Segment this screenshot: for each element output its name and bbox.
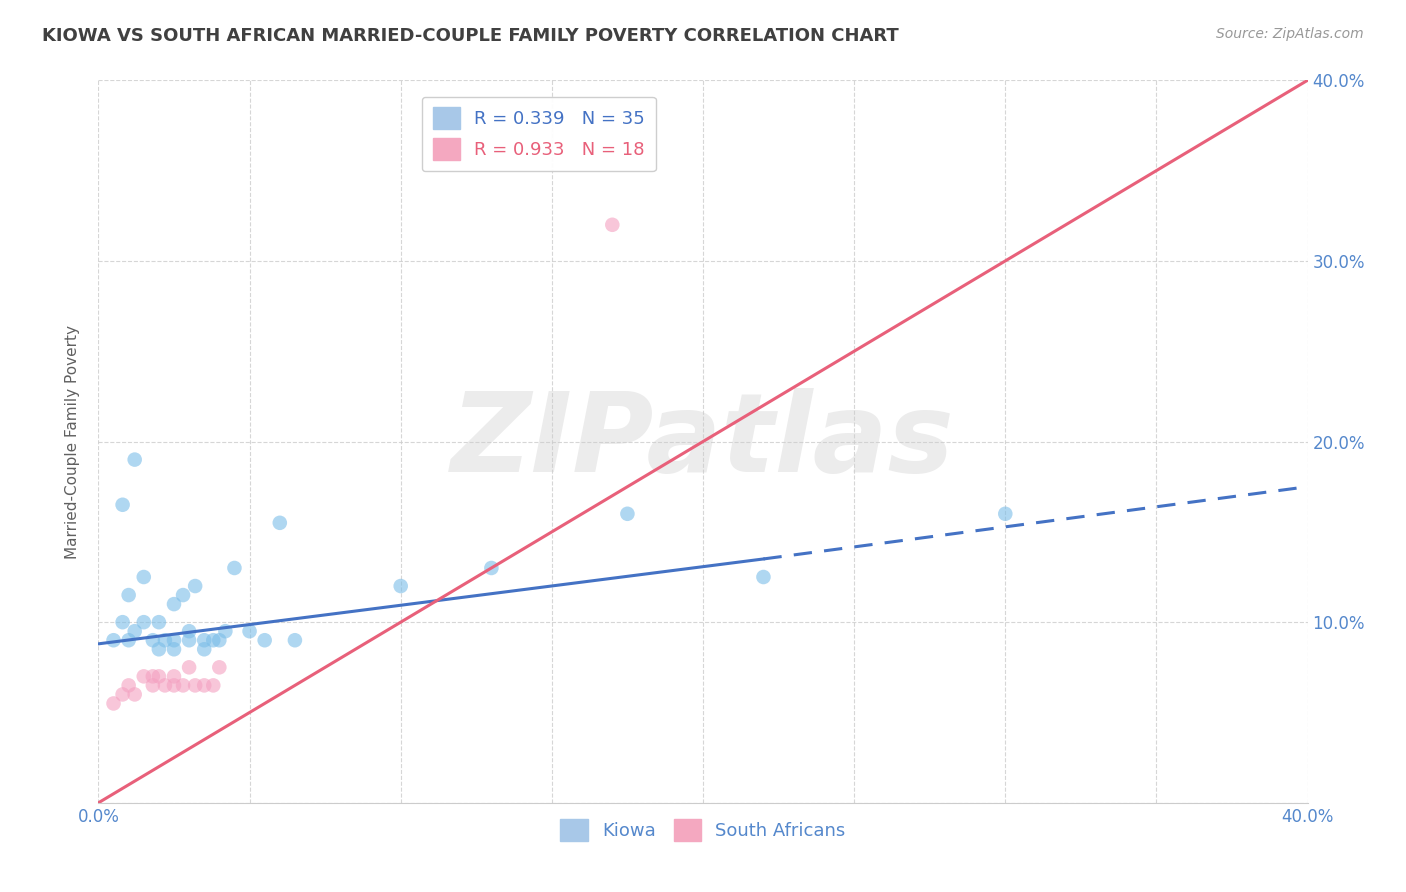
Point: [153, 633, 176, 648]
Point: [124, 624, 146, 639]
Point: [184, 678, 207, 692]
Point: [172, 678, 194, 692]
Point: [163, 597, 186, 611]
Point: [208, 660, 231, 674]
Point: [172, 588, 194, 602]
Point: [132, 570, 155, 584]
Point: [148, 615, 170, 630]
Point: [224, 561, 246, 575]
Point: [994, 507, 1017, 521]
Point: [481, 561, 503, 575]
Point: [163, 669, 186, 683]
Point: [132, 669, 155, 683]
Point: [163, 642, 186, 657]
Point: [752, 570, 775, 584]
Point: [124, 687, 146, 701]
Legend: Kiowa, South Africans: Kiowa, South Africans: [553, 812, 853, 848]
Point: [602, 218, 624, 232]
Y-axis label: Married-Couple Family Poverty: Married-Couple Family Poverty: [65, 325, 80, 558]
Point: [142, 678, 165, 692]
Point: [132, 615, 155, 630]
Point: [179, 633, 201, 648]
Text: ZIPatlas: ZIPatlas: [451, 388, 955, 495]
Point: [103, 633, 125, 648]
Point: [239, 624, 262, 639]
Point: [142, 669, 165, 683]
Point: [214, 624, 236, 639]
Point: [118, 633, 141, 648]
Point: [163, 633, 186, 648]
Point: [111, 498, 134, 512]
Point: [616, 507, 638, 521]
Point: [118, 588, 141, 602]
Point: [284, 633, 307, 648]
Point: [103, 697, 125, 711]
Point: [111, 615, 134, 630]
Point: [111, 687, 134, 701]
Point: [179, 660, 201, 674]
Point: [202, 678, 225, 692]
Point: [124, 452, 146, 467]
Text: KIOWA VS SOUTH AFRICAN MARRIED-COUPLE FAMILY POVERTY CORRELATION CHART: KIOWA VS SOUTH AFRICAN MARRIED-COUPLE FA…: [42, 27, 898, 45]
Point: [193, 678, 215, 692]
Point: [202, 633, 225, 648]
Point: [142, 633, 165, 648]
Point: [193, 642, 215, 657]
Point: [184, 579, 207, 593]
Point: [208, 633, 231, 648]
Point: [148, 669, 170, 683]
Point: [269, 516, 291, 530]
Text: Source: ZipAtlas.com: Source: ZipAtlas.com: [1216, 27, 1364, 41]
Point: [193, 633, 215, 648]
Point: [253, 633, 276, 648]
Point: [179, 624, 201, 639]
Point: [389, 579, 412, 593]
Point: [148, 642, 170, 657]
Point: [153, 678, 176, 692]
Point: [118, 678, 141, 692]
Point: [163, 678, 186, 692]
